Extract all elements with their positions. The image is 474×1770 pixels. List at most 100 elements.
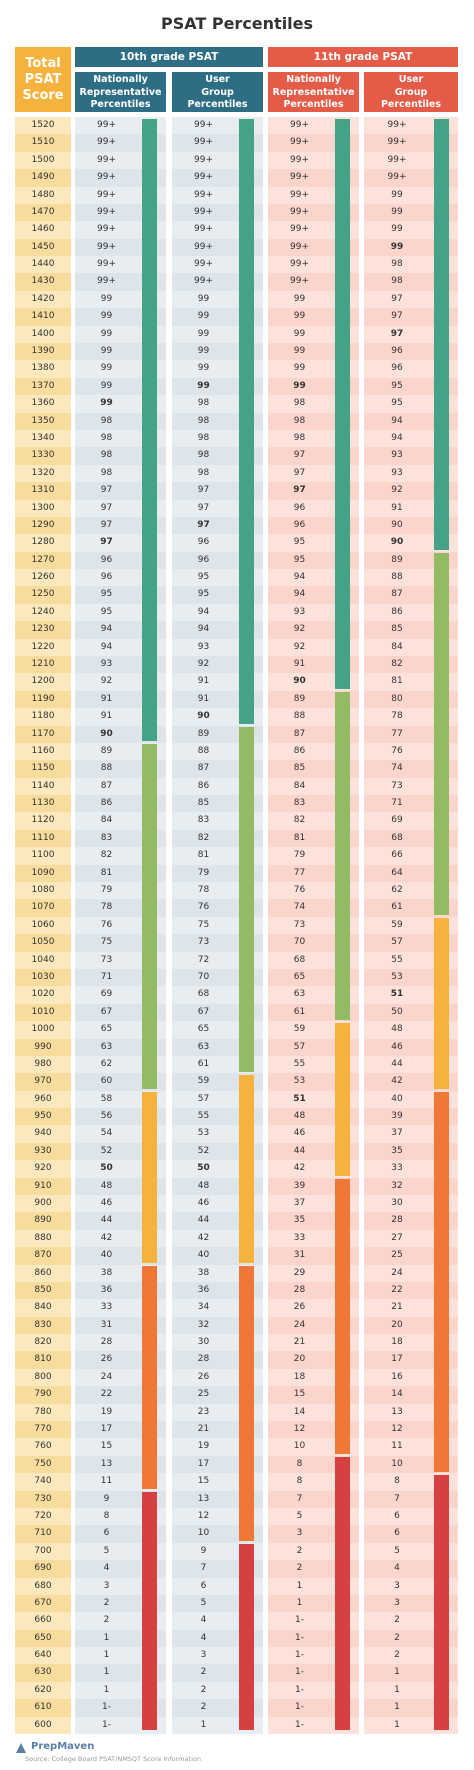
grade10-national-header: Nationally Representative Percentiles (75, 72, 166, 112)
grade11-national-value: 68 (293, 954, 306, 965)
score-row-stripe (15, 760, 71, 778)
grade11-user-value: 3 (394, 1597, 400, 1608)
grade10-user-value: 97 (197, 502, 210, 513)
score-cell: 1410 (31, 311, 55, 322)
grade11-user-value: 2 (394, 1650, 400, 1661)
grade10-user-value: 99+ (194, 259, 213, 270)
score-cell: 790 (34, 1389, 52, 1400)
grade10-user-value: 95 (197, 572, 210, 583)
grade10-national-value: 90 (100, 728, 113, 739)
score-cell: 620 (34, 1684, 52, 1695)
score-cell: 780 (34, 1406, 52, 1417)
score-cell: 1200 (31, 676, 55, 687)
grade10-national-value: 99+ (97, 172, 116, 183)
grade11-national-value: 95 (293, 554, 306, 565)
grade11-user-value: 51 (390, 989, 404, 1000)
grade10-national-value: 54 (100, 1128, 113, 1139)
grade11-national-value: 94 (293, 589, 306, 600)
score-cell: 640 (34, 1650, 52, 1661)
score-cell: 1220 (31, 641, 55, 652)
footer: PrepMaven Source: College Board PSAT/NMS… (15, 1740, 315, 1770)
grade11-national-value: 99+ (290, 154, 309, 165)
page-title: PSAT Percentiles (160, 14, 314, 33)
score-row-stripe (15, 829, 71, 848)
grade10-national-value: 4 (103, 1563, 110, 1574)
score-row-stripe (15, 1108, 71, 1126)
grade10-user-band-lightgreen (239, 727, 254, 1072)
grade11-user-value: 93 (391, 450, 403, 461)
grade10-user-value: 19 (197, 1441, 210, 1452)
score-row-stripe (15, 1247, 71, 1265)
grade11-user-value: 25 (391, 1250, 403, 1261)
grade11-user-value: 4 (394, 1563, 400, 1574)
score-cell: 1490 (31, 172, 55, 183)
score-cell: 1070 (31, 902, 55, 913)
grade10-national-value: 1- (102, 1702, 111, 1713)
grade11-user-value: 98 (391, 259, 403, 270)
grade10-user-value: 95 (197, 589, 210, 600)
grade10-user-value: 57 (197, 1093, 210, 1104)
score-cell: 1340 (31, 432, 55, 443)
grade10-user-value: 7 (200, 1563, 207, 1574)
grade11-user-value: 91 (391, 502, 403, 513)
grade10-user-value: 34 (197, 1302, 210, 1313)
grade10-national-value: 97 (100, 537, 113, 548)
grade10-user-value: 99 (197, 380, 210, 391)
grade11-user-value: 74 (391, 763, 403, 774)
score-cell: 960 (34, 1093, 52, 1104)
score-row-stripe (15, 343, 71, 361)
grade10-user-value: 1 (200, 1719, 207, 1730)
score-cell: 930 (34, 1145, 52, 1156)
score-row-stripe (15, 1073, 71, 1091)
grade11-national-value: 85 (293, 763, 306, 774)
grade10-national-value: 99+ (97, 189, 116, 200)
grade10-user-value: 88 (197, 745, 210, 756)
score-cell: 600 (34, 1719, 52, 1730)
grade10-national-value: 97 (100, 519, 113, 530)
score-cell: 830 (34, 1319, 52, 1330)
grade11-user-value: 30 (391, 1198, 403, 1208)
score-cell: 990 (34, 1041, 52, 1052)
grade11-national-value: 97 (293, 467, 306, 478)
grade11-user-value: 42 (391, 1076, 403, 1087)
grade11-user-value: 99 (390, 241, 404, 252)
score-cell: 730 (34, 1493, 52, 1504)
grade10-national-value: 31 (100, 1319, 113, 1330)
grade11-user-value: 81 (391, 676, 403, 687)
grade10-national-value: 1 (103, 1684, 110, 1695)
grade10-user-value: 87 (197, 763, 210, 774)
score-cell: 720 (34, 1510, 52, 1521)
grade11-national-column: 99+ 99+ 99+ 99+ 99+ 99+ 99+ 99+ 99+ 99+ 99 99 99 99 99… (268, 117, 359, 1734)
grade11-national-value: 70 (293, 937, 306, 948)
grade11-user-band-green (434, 119, 449, 551)
score-row-stripe (15, 1316, 71, 1335)
grade11-national-value: 31 (293, 1250, 306, 1261)
score-cell: 1480 (31, 189, 55, 200)
grade11-user-value: 44 (391, 1058, 403, 1069)
grade10-user-value: 65 (197, 1024, 210, 1035)
grade11-user-value: 13 (391, 1406, 403, 1417)
grade11-user-value: 39 (391, 1111, 403, 1122)
grade10-national-value: 97 (100, 485, 113, 496)
grade10-national-value: 99+ (97, 154, 116, 165)
score-row-stripe (15, 1038, 71, 1056)
grade10-national-value: 58 (100, 1093, 113, 1104)
grade10-user-value: 4 (200, 1632, 207, 1643)
grade10-user-value: 46 (197, 1198, 210, 1208)
grade10-user-value: 78 (197, 885, 210, 896)
score-row-stripe (15, 308, 71, 326)
grade11-user-band-lightgreen (434, 553, 449, 916)
grade11-national-value: 99+ (290, 224, 309, 235)
grade10-national-value: 98 (100, 432, 113, 443)
score-cell: 1040 (31, 954, 55, 965)
score-cell: 660 (34, 1615, 52, 1626)
grade10-national-value: 96 (100, 554, 113, 565)
score-cell: 1190 (31, 693, 55, 704)
grade10-user-value: 72 (197, 954, 210, 965)
score-cell: 1420 (31, 293, 55, 304)
grade10-user-value: 81 (197, 850, 210, 861)
score-cell: 760 (34, 1441, 52, 1452)
grade11-national-value: 20 (293, 1354, 306, 1365)
grade11-national-value: 92 (293, 624, 306, 635)
grade10-user-value: 30 (197, 1337, 210, 1348)
